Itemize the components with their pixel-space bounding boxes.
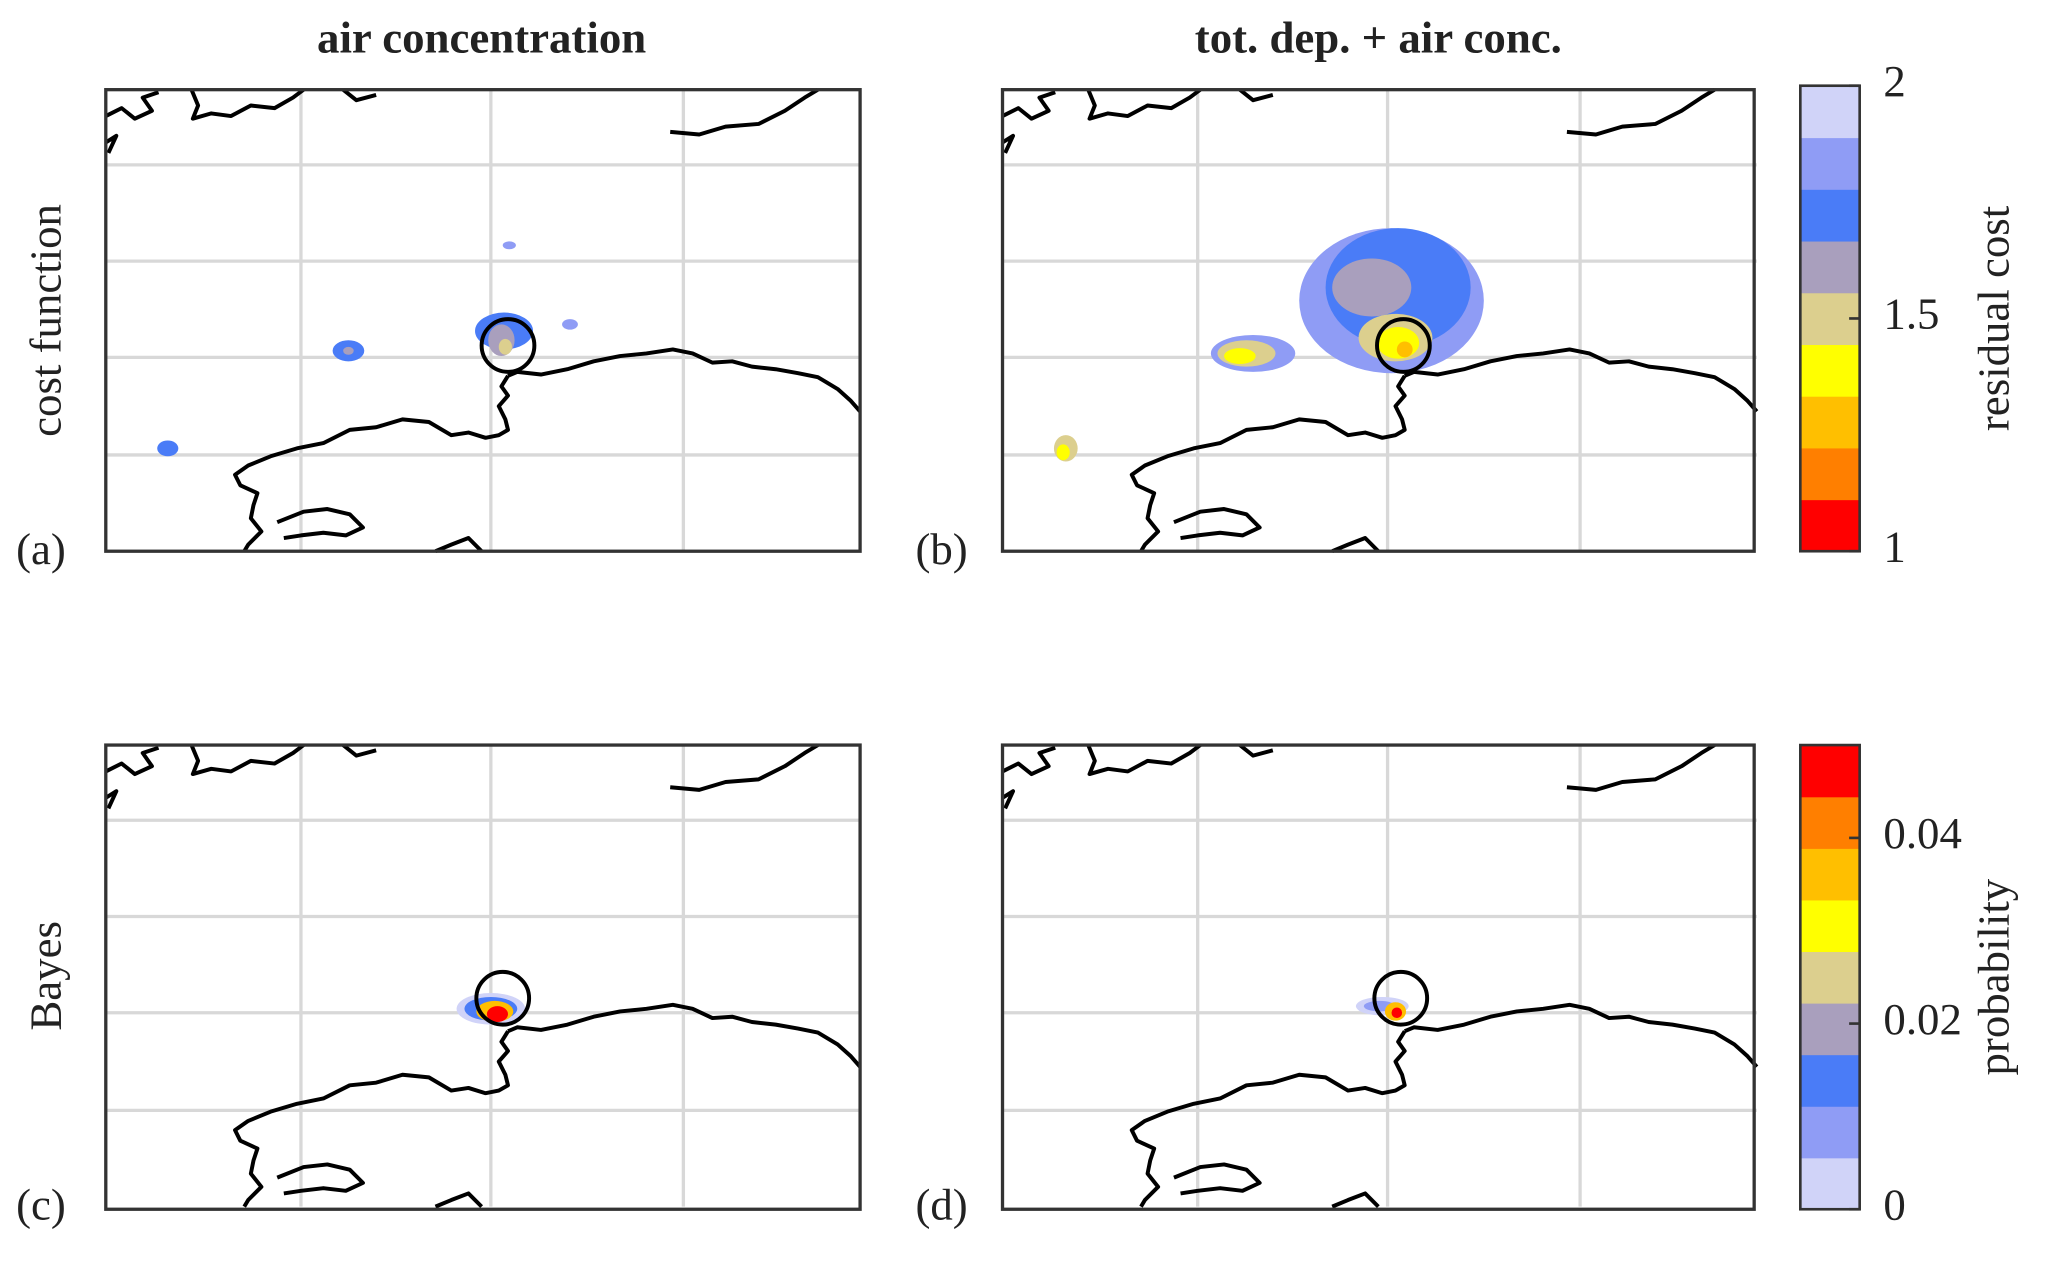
colorbar-bin xyxy=(1800,796,1860,849)
colorbar-bin xyxy=(1800,447,1860,501)
colorbar-bin xyxy=(1800,189,1860,242)
colorbar-tick-label: 1.5 xyxy=(1883,289,1939,339)
column-title: tot. dep. + air conc. xyxy=(1195,12,1562,62)
panel-label: (d) xyxy=(915,1180,967,1230)
colorbar-bin xyxy=(1800,344,1860,397)
colorbar-frame xyxy=(1799,743,1861,1211)
colorbar-tick-label: 0.04 xyxy=(1883,808,1961,858)
colorbar-bin xyxy=(1800,240,1860,294)
colorbar-bin xyxy=(1800,1106,1860,1159)
map-panel xyxy=(103,743,863,1211)
colorbar-bin xyxy=(1800,745,1860,798)
colorbar-bin xyxy=(1800,1157,1860,1210)
colorbar-bin xyxy=(1800,137,1860,190)
colorbar-label: probability xyxy=(1968,878,2018,1075)
colorbar-label: residual cost xyxy=(1968,205,2018,431)
colorbar-tick-label: 0.02 xyxy=(1883,994,1961,1044)
column-title: air concentration xyxy=(317,12,646,62)
map-panel xyxy=(103,87,863,554)
colorbar-bin xyxy=(1800,1002,1860,1056)
colorbar-bin xyxy=(1800,499,1860,552)
colorbar-bin xyxy=(1800,1054,1860,1107)
colorbar-tick-label: 0 xyxy=(1883,1180,1905,1230)
row-label: cost function xyxy=(21,204,71,437)
colorbar-tick-label: 1 xyxy=(1883,521,1905,571)
colorbar-bin xyxy=(1800,396,1860,449)
panel-label: (b) xyxy=(915,524,967,574)
colorbar-bin xyxy=(1800,951,1860,1004)
map-panel xyxy=(1000,87,1759,554)
colorbar-bin xyxy=(1800,899,1860,953)
panel-label: (a) xyxy=(16,524,66,574)
colorbar-bin xyxy=(1800,85,1860,139)
map-panel xyxy=(1000,743,1759,1211)
row-label: Bayes xyxy=(21,921,71,1031)
panel-label: (c) xyxy=(16,1180,66,1230)
colorbar-tick-label: 2 xyxy=(1883,56,1905,106)
colorbar-bin xyxy=(1800,848,1860,901)
